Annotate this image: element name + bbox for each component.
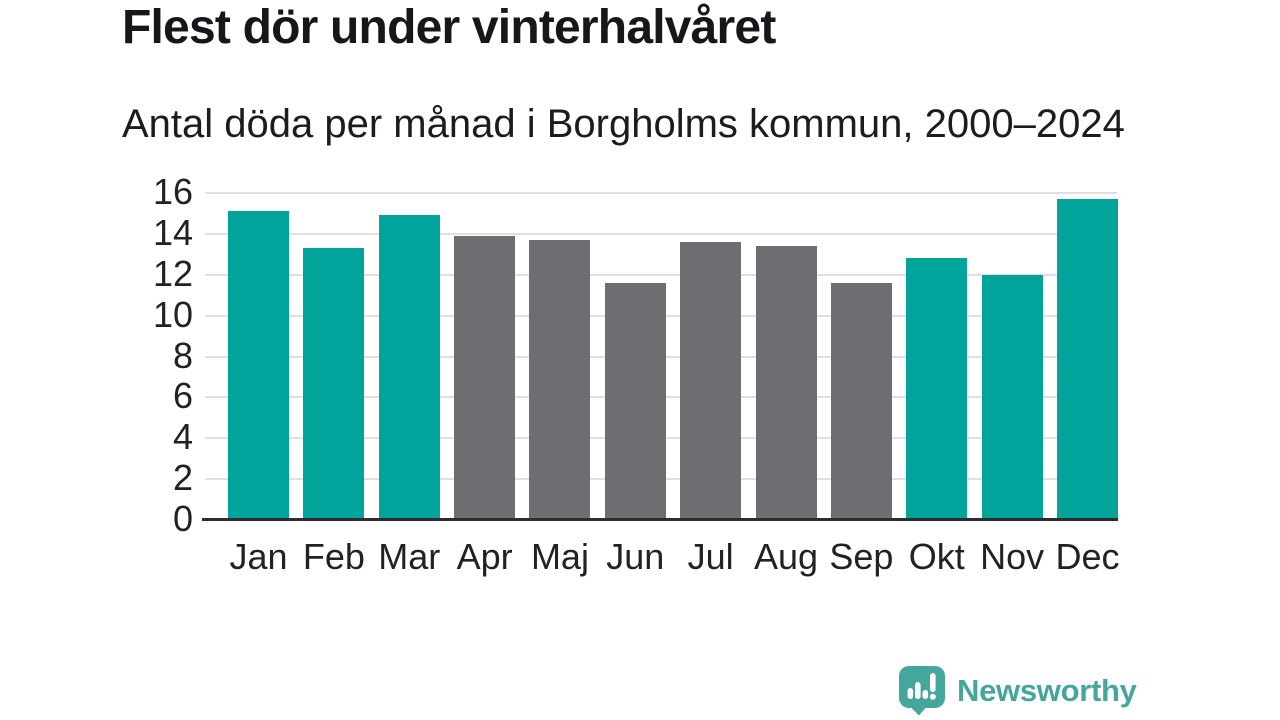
chart-title: Flest dör under vinterhalvåret	[122, 1, 776, 54]
x-tick-label-jan: Jan	[229, 536, 288, 577]
y-tick-label-10: 10	[152, 293, 193, 335]
bar-okt	[906, 258, 968, 520]
bar-nov	[981, 274, 1043, 520]
x-tick-label-jul: Jul	[687, 536, 734, 577]
y-tick-label-4: 4	[172, 416, 193, 458]
x-tick-label-dec: Dec	[1055, 536, 1120, 577]
bar-mar	[378, 215, 440, 520]
brand-name: Newsworthy	[957, 672, 1137, 708]
brand-footer: Newsworthy	[898, 665, 1137, 716]
bar-jun	[604, 282, 666, 520]
x-tick-label-jun: Jun	[606, 536, 665, 577]
bar-aug	[755, 246, 817, 520]
bar-sep	[830, 282, 892, 520]
gridline-16	[205, 192, 1117, 194]
y-tick-label-14: 14	[152, 211, 193, 253]
x-tick-label-sep: Sep	[829, 536, 894, 577]
bars-layer	[228, 193, 1118, 520]
y-tick-label-16: 16	[152, 171, 193, 212]
y-tick-label-8: 8	[172, 334, 193, 376]
y-tick-label-6: 6	[172, 375, 193, 417]
bar-feb	[303, 248, 365, 520]
chart-subtitle: Antal döda per månad i Borgholms kommun,…	[122, 102, 1125, 146]
x-tick-label-feb: Feb	[302, 536, 365, 577]
x-tick-label-okt: Okt	[908, 536, 965, 577]
bar-apr	[454, 235, 516, 520]
x-tick-label-maj: Maj	[530, 536, 589, 577]
bar-dec	[1057, 199, 1118, 520]
x-tick-label-apr: Apr	[456, 536, 513, 577]
bar-jan	[228, 211, 289, 520]
gridline-12	[205, 273, 1117, 276]
y-tick-label-12: 12	[152, 252, 193, 294]
gridline-14	[205, 232, 1117, 235]
y-tick-label-2: 2	[172, 457, 193, 499]
newsworthy-logo-icon	[899, 666, 945, 716]
plot-area: 0 2 4 6 8 10 12 14 16 Jan Feb Mar Apr Maj Jun Jul Aug Se…	[153, 171, 1120, 577]
bar-jul	[680, 242, 742, 520]
x-tick-label-aug: Aug	[754, 536, 819, 577]
x-axis-line	[202, 518, 1118, 521]
bar-maj	[529, 240, 591, 520]
x-tick-label-nov: Nov	[980, 536, 1045, 577]
x-tick-label-mar: Mar	[378, 536, 441, 577]
y-tick-label-0: 0	[172, 498, 193, 539]
